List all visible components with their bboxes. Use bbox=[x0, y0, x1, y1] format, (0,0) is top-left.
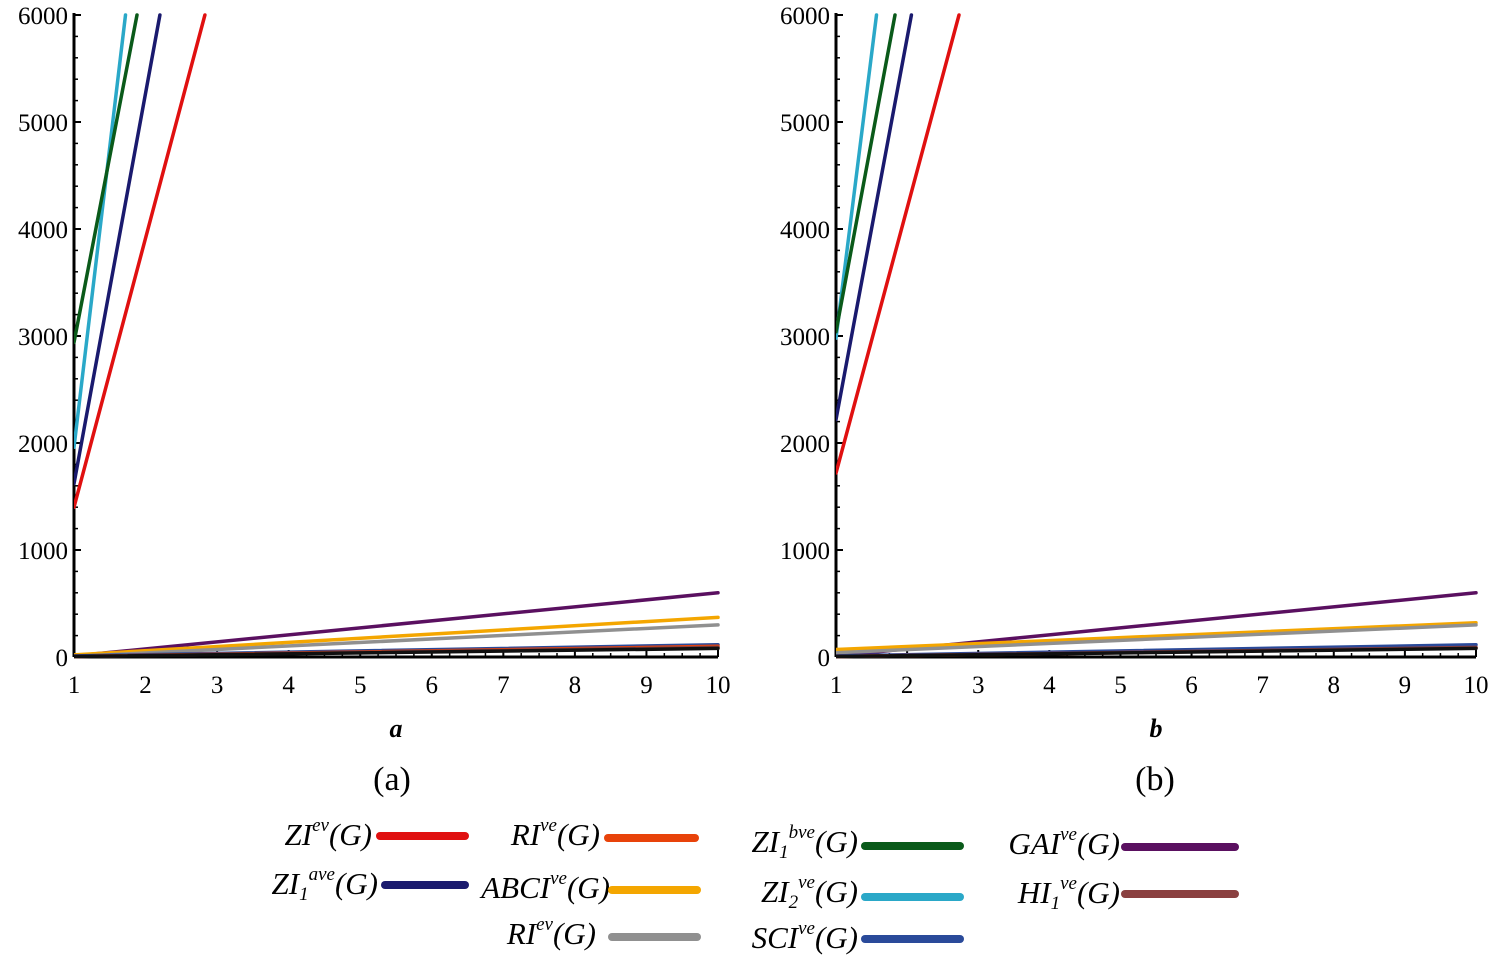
legend-label: RIev(G) bbox=[506, 914, 596, 951]
x-tick-label: 5 bbox=[1114, 672, 1127, 699]
x-tick-label: 7 bbox=[497, 672, 510, 699]
y-tick-label: 2000 bbox=[780, 431, 830, 458]
legend-item-gai_ve: GAIve(G) bbox=[1008, 824, 1239, 861]
y-tick-label: 6000 bbox=[18, 3, 68, 30]
legend-label: ZIev(G) bbox=[285, 815, 373, 852]
panel-caption: (a) bbox=[373, 761, 411, 798]
x-tick-label: 1 bbox=[68, 672, 81, 699]
series-line-zi2_ve bbox=[836, 13, 879, 340]
y-tick-label: 0 bbox=[818, 645, 831, 672]
legend-label: ZI1ave(G) bbox=[272, 864, 379, 905]
panel-caption: (b) bbox=[1135, 761, 1175, 798]
series-line-zi2_ve bbox=[74, 13, 128, 450]
x-tick-label: 6 bbox=[1185, 672, 1198, 699]
legend-item-zi1_bve: ZI1bve(G) bbox=[752, 822, 964, 863]
y-tick-label: 2000 bbox=[18, 431, 68, 458]
legend-item-zi2_ve: ZI2ve(G) bbox=[761, 872, 964, 913]
x-axis-label: b bbox=[1150, 714, 1163, 743]
series-line-zi_ev bbox=[836, 13, 961, 475]
x-tick-label: 3 bbox=[972, 672, 985, 699]
legend-label: GAIve(G) bbox=[1008, 824, 1120, 861]
series-line-zi_ev bbox=[74, 13, 207, 509]
legend-label: RIve(G) bbox=[510, 815, 600, 852]
y-tick-label: 5000 bbox=[780, 110, 830, 137]
series-line-zi1_ave bbox=[74, 13, 162, 486]
x-tick-label: 2 bbox=[139, 672, 152, 699]
legend-label: ZI2ve(G) bbox=[761, 872, 858, 913]
chart-panel-a: 0 1000 2000 3000 4000 5000 6000 1 2 3 4 5 6 7 8 9 10 a (a) bbox=[18, 3, 731, 798]
y-tick-label: 4000 bbox=[18, 217, 68, 244]
y-tick-label: 6000 bbox=[780, 3, 830, 30]
series-line-black bbox=[74, 646, 720, 659]
legend-item-sci_ve: SCIve(G) bbox=[752, 918, 964, 955]
x-tick-label: 2 bbox=[901, 672, 914, 699]
x-tick-label: 10 bbox=[1464, 672, 1489, 699]
y-tick-label: 5000 bbox=[18, 110, 68, 137]
y-tick-label: 0 bbox=[56, 645, 69, 672]
x-tick-label: 9 bbox=[1399, 672, 1412, 699]
chart-panel-b: 0 1000 2000 3000 4000 5000 6000 1 2 3 4 5 6 7 8 9 10 b (b) bbox=[780, 3, 1489, 798]
series-line-zi1_ave bbox=[836, 13, 914, 422]
legend-item-ri_ve: RIve(G) bbox=[510, 815, 699, 852]
legend-item-zi_ev: ZIev(G) bbox=[285, 815, 469, 852]
legend-item-ri_ev: RIev(G) bbox=[506, 914, 701, 951]
y-tick-label: 1000 bbox=[780, 538, 830, 565]
x-tick-label: 7 bbox=[1256, 672, 1269, 699]
x-tick-label: 8 bbox=[569, 672, 582, 699]
legend-label: ZI1bve(G) bbox=[752, 822, 859, 863]
series-line-abci_ve bbox=[74, 615, 720, 657]
series-line-gai_ve bbox=[74, 591, 720, 658]
legend-label: SCIve(G) bbox=[752, 918, 858, 955]
legend-item-abci_ve: ABCIve(G) bbox=[479, 868, 701, 905]
x-tick-label: 9 bbox=[640, 672, 653, 699]
legend-label: HI1ve(G) bbox=[1017, 873, 1120, 914]
y-tick-label: 3000 bbox=[780, 324, 830, 351]
series-line-ri_ev bbox=[836, 623, 1478, 655]
legend: ZIev(G) ZI1ave(G) RIve(G) ABCIve(G) RIev(G) Z… bbox=[272, 815, 1239, 955]
x-tick-label: 3 bbox=[211, 672, 224, 699]
series-line-black bbox=[836, 646, 1478, 659]
x-tick-label: 4 bbox=[1043, 672, 1056, 699]
x-tick-label: 6 bbox=[426, 672, 439, 699]
y-tick-label: 1000 bbox=[18, 538, 68, 565]
legend-label: ABCIve(G) bbox=[479, 868, 610, 905]
y-tick-label: 3000 bbox=[18, 324, 68, 351]
x-tick-label: 5 bbox=[354, 672, 367, 699]
x-tick-label: 8 bbox=[1328, 672, 1341, 699]
series-line-zi1_bve bbox=[836, 13, 897, 334]
x-axis-label: a bbox=[390, 714, 403, 743]
legend-item-zi1_ave: ZI1ave(G) bbox=[272, 864, 469, 905]
y-tick-label: 4000 bbox=[780, 217, 830, 244]
series-line-abci_ve bbox=[836, 621, 1478, 652]
x-tick-label: 4 bbox=[282, 672, 295, 699]
x-tick-label: 10 bbox=[706, 672, 731, 699]
series-line-zi1_bve bbox=[74, 13, 139, 345]
series-line-ri_ev bbox=[74, 623, 720, 659]
legend-item-hi1_ve: HI1ve(G) bbox=[1017, 873, 1239, 914]
x-tick-label: 1 bbox=[830, 672, 843, 699]
